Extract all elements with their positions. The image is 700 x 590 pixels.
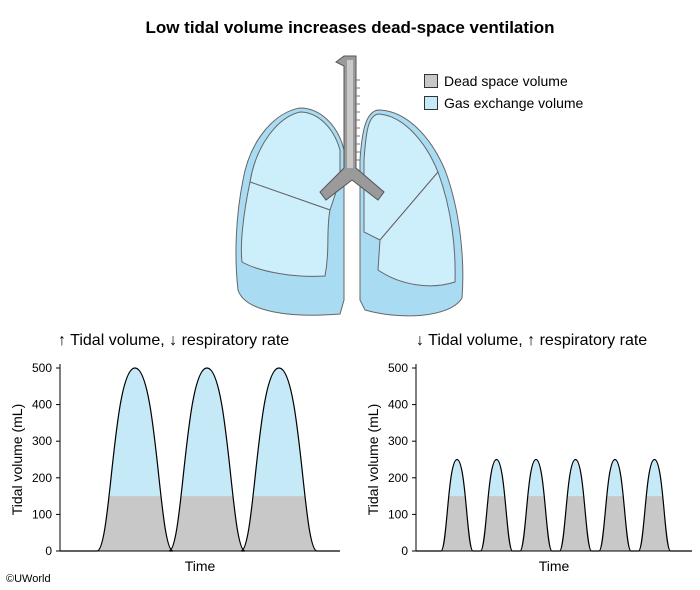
- legend-swatch-dead-space: [424, 74, 438, 88]
- legend-swatch-gas-exchange: [424, 96, 438, 110]
- y-tick-label: 100: [32, 507, 52, 521]
- tidal-volume-curve: [60, 367, 340, 552]
- x-axis-label: Time: [185, 558, 216, 574]
- lungs-illustration: [235, 55, 464, 317]
- legend-label-gas-exchange: Gas exchange volume: [444, 95, 584, 111]
- dead-space-area: [60, 496, 340, 551]
- left-lung-lobe-lower: [240, 181, 331, 277]
- legend-item-gas-exchange: Gas exchange volume: [424, 92, 583, 114]
- y-tick-label: 0: [401, 544, 408, 558]
- y-tick-label: 500: [32, 361, 52, 375]
- copyright-text: ©UWorld: [6, 573, 51, 585]
- right-chart: 0 100 200 300 400 500 Time Tidal volume (mL): [365, 361, 692, 574]
- right-lung-lobe-lower: [377, 171, 456, 287]
- legend-item-dead-space: Dead space volume: [424, 70, 583, 92]
- y-tick-label: 500: [388, 361, 408, 375]
- dead-space-area: [416, 496, 692, 551]
- left-chart: 0 100 200 300 400 500 Time Tidal volume (mL): [9, 361, 340, 574]
- trachea-rings: [356, 79, 360, 161]
- y-tick-label: 400: [388, 398, 408, 412]
- y-tick-label: 300: [388, 434, 408, 448]
- y-tick-label: 0: [45, 544, 52, 558]
- y-tick-label: 400: [32, 398, 52, 412]
- figure-title: Low tidal volume increases dead-space ve…: [145, 18, 555, 37]
- legend: Dead space volume Gas exchange volume: [424, 70, 583, 114]
- y-tick-label: 200: [32, 471, 52, 485]
- y-axis-label: Tidal volume (mL): [9, 404, 25, 516]
- right-panel-title: ↓ Tidal volume, ↑ respiratory rate: [416, 332, 648, 349]
- x-axis-label: Time: [539, 558, 570, 574]
- left-panel-title: ↑ Tidal volume, ↓ respiratory rate: [58, 332, 290, 349]
- legend-label-dead-space: Dead space volume: [444, 73, 568, 89]
- y-tick-label: 300: [32, 434, 52, 448]
- y-tick-label: 100: [388, 507, 408, 521]
- trachea-highlight: [347, 60, 353, 168]
- y-axis-label: Tidal volume (mL): [365, 404, 381, 516]
- y-tick-label: 200: [388, 471, 408, 485]
